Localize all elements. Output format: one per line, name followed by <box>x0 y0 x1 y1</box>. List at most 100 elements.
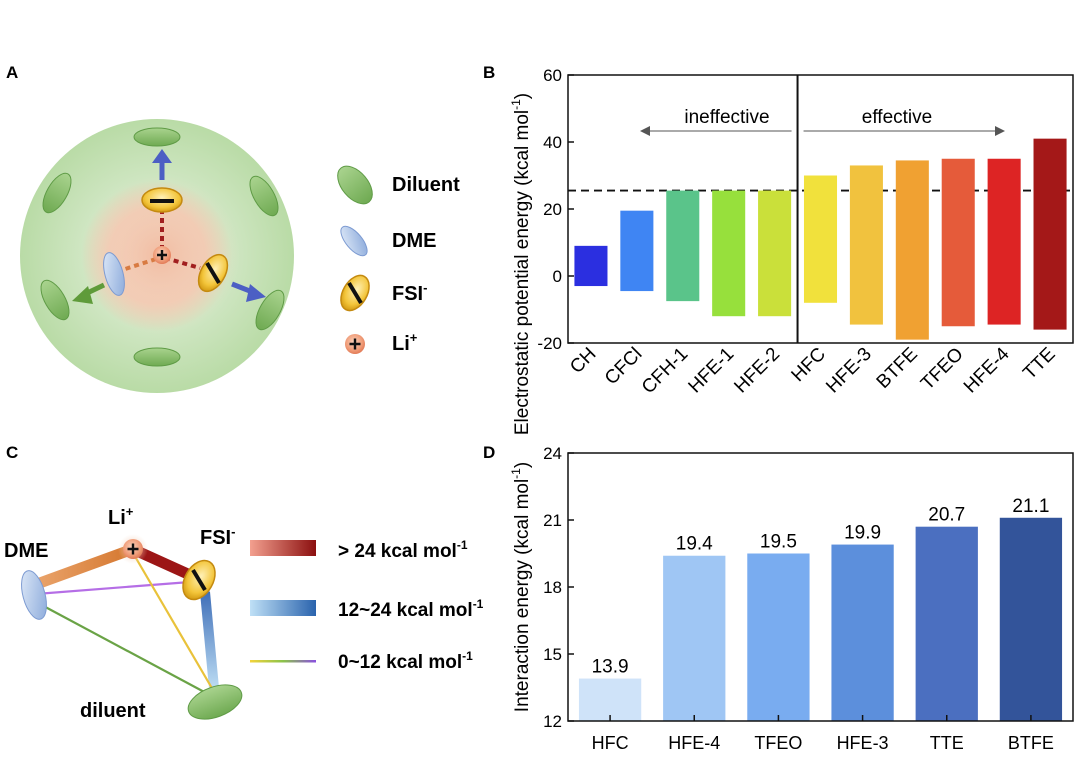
label-dme: DME <box>4 540 48 562</box>
x-tick-label: HFE-3 <box>837 733 889 753</box>
diluent-ellipse-icon <box>133 127 181 147</box>
arrow-left-icon <box>72 286 93 304</box>
li-node <box>118 534 148 564</box>
panel-b-letter: B <box>483 63 495 82</box>
bar-tfeo <box>941 158 975 327</box>
panel-c-legend: > 24 kcal mol-1 12~24 kcal mol-1 0~12 kc… <box>250 538 484 673</box>
data-label: 20.7 <box>928 505 965 526</box>
bar-hfe-4 <box>663 555 726 721</box>
bond-li-dme <box>35 543 135 590</box>
annotation-ineffective: ineffective <box>684 107 769 128</box>
bar-btfe <box>999 517 1063 721</box>
plus-sign-icon <box>127 543 139 555</box>
dme-ellipse-icon <box>340 225 368 257</box>
y-axis-label-text: Electrostatic potential energy (kcal mol <box>512 110 533 435</box>
li-text: Li <box>392 333 410 355</box>
minus-sign-icon <box>205 261 221 285</box>
x-tick-label: BTFE <box>873 344 922 393</box>
dme-node <box>21 570 47 620</box>
coordination-bonds <box>121 208 201 272</box>
legend-medium-sup: -1 <box>473 597 484 611</box>
bar-hfc <box>578 678 642 721</box>
y-tick-label: 18 <box>543 578 562 597</box>
fsi-node <box>182 559 216 601</box>
dme-molecule <box>103 252 125 296</box>
li-cation-center <box>153 246 171 264</box>
legend-swatch-medium <box>250 600 316 616</box>
label-diluent: diluent <box>80 700 146 722</box>
plus-sign-icon <box>157 250 167 260</box>
bar-cfh-1 <box>666 190 700 302</box>
fsi-anion-top <box>141 187 183 213</box>
x-tick-label: TTE <box>930 733 964 753</box>
legend-item-fsi: FSI- <box>340 274 427 312</box>
panel-a-legend: Diluent DME FSI- Li+ <box>337 165 460 355</box>
diluent-ellipse-icon <box>255 289 285 331</box>
y-tick-label: -20 <box>537 334 562 353</box>
fsi-text: FSI <box>200 527 231 549</box>
legend-label-medium: 12~24 kcal mol-1 <box>338 597 484 621</box>
fsi-superscript: - <box>231 524 235 539</box>
plus-sign-icon <box>349 338 361 350</box>
diluent-node <box>187 684 243 720</box>
diluent-ellipse-icon <box>133 347 181 367</box>
legend-item-dme: DME <box>340 225 436 257</box>
fsi-anion-right <box>197 253 229 293</box>
x-tick-label: HFE-4 <box>668 733 720 753</box>
bar-tte <box>1033 138 1067 330</box>
diluent-molecules <box>40 127 285 367</box>
x-tick-label: CFH-1 <box>638 344 692 398</box>
data-label: 19.9 <box>844 523 881 544</box>
data-label: 19.4 <box>676 534 713 555</box>
panel-c-letter: C <box>6 443 18 462</box>
x-tick-label: HFE-1 <box>685 344 739 398</box>
bar-ch <box>574 245 608 287</box>
solvation-sphere-diagram <box>20 119 294 393</box>
legend-item-diluent: Diluent <box>337 165 460 205</box>
x-tick-label: TFEO <box>917 344 968 395</box>
label-li: Li+ <box>108 504 134 529</box>
y-axis-label: Electrostatic potential energy (kcal mol… <box>509 93 533 435</box>
legend-label-strong: > 24 kcal mol-1 <box>338 538 468 562</box>
x-tick-label: HFE-4 <box>960 343 1014 397</box>
bar-tte <box>915 526 978 721</box>
legend-label-weak: 0~12 kcal mol-1 <box>338 649 473 673</box>
y-tick-label: 24 <box>543 444 562 463</box>
data-label: 13.9 <box>592 657 629 678</box>
y-axis-label-sup: -1 <box>509 99 523 110</box>
legend-swatch-strong <box>250 540 316 556</box>
legend-label-diluent: Diluent <box>392 174 460 196</box>
bar-hfe-3 <box>849 165 883 325</box>
y-tick-label: 21 <box>543 511 562 530</box>
bond-dme-diluent <box>35 601 209 695</box>
data-label: 19.5 <box>760 532 797 553</box>
y-axis-label: Interaction energy (kcal mol-1) <box>509 462 533 712</box>
legend-strong-text: > 24 kcal mol <box>338 541 457 562</box>
legend-swatch-weak <box>250 660 316 663</box>
li-superscript: + <box>126 504 134 519</box>
x-tick-label: BTFE <box>1008 733 1054 753</box>
li-superscript: + <box>410 330 418 345</box>
bar-hfe-1 <box>712 190 746 317</box>
y-tick-label: 0 <box>553 267 562 286</box>
y-axis-label-tail: ) <box>512 93 533 99</box>
legend-label-li: Li+ <box>392 330 418 355</box>
y-tick-label: 60 <box>543 66 562 85</box>
x-tick-label: CH <box>566 344 600 378</box>
panel-d-chart: D 13.9 HFC 19.4 HFE-4 19.5 TFEO 19.9 HFE-3 20.7 T… <box>483 443 1074 753</box>
y-tick-label: 20 <box>543 200 562 219</box>
bar-hfc <box>803 175 838 303</box>
panel-c: C DME Li+ FSI- dil <box>4 443 484 722</box>
fsi-superscript: - <box>423 280 427 295</box>
bar-hfe-2 <box>758 190 792 317</box>
fsi-text: FSI <box>392 283 423 305</box>
bond-li-diluent <box>132 552 214 691</box>
panel-d-letter: D <box>483 443 495 462</box>
y-tick-label: 40 <box>543 133 562 152</box>
legend-label-dme: DME <box>392 230 436 252</box>
x-tick-label: HFE-3 <box>822 344 876 398</box>
diluent-ellipse-icon <box>249 175 279 217</box>
arrow-up-icon <box>152 149 172 163</box>
bar-hfe-4 <box>987 158 1021 325</box>
